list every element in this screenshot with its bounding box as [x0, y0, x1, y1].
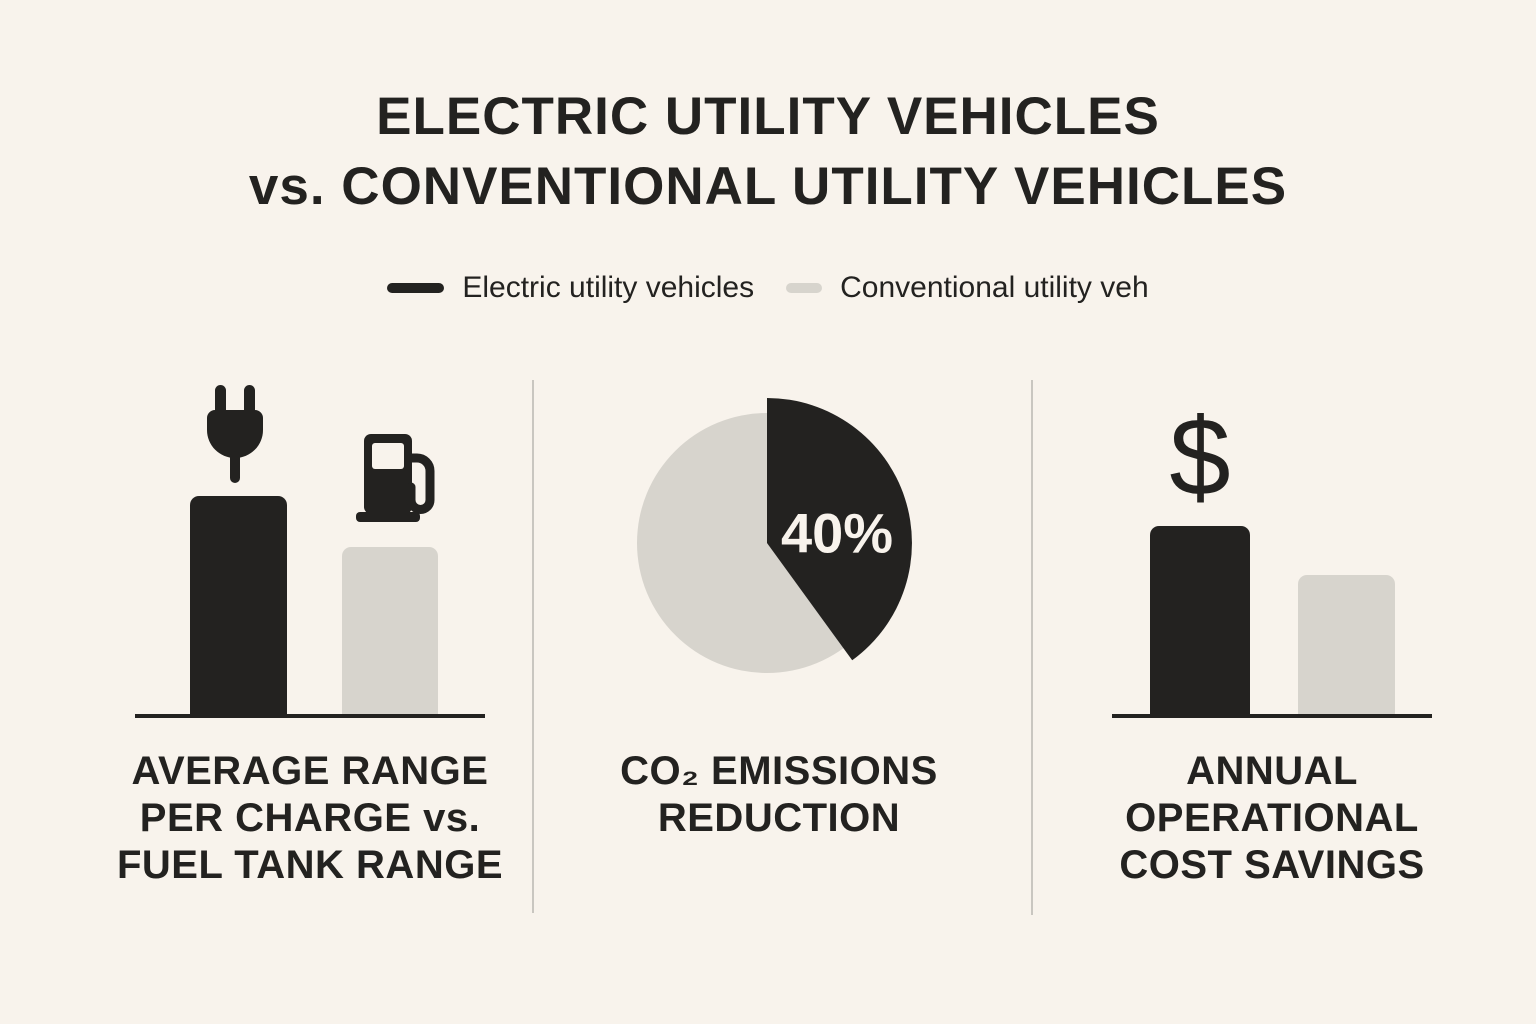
cost-caption-line-2: OPERATIONAL: [1125, 796, 1419, 840]
cost-caption-line-1: ANNUAL: [1186, 749, 1358, 793]
page-title-line-1: ELECTRIC UTILITY VEHICLES: [376, 87, 1160, 146]
legend-item-electric: Electric utility vehicles: [387, 271, 754, 305]
panel-divider-left: [532, 380, 534, 913]
co2-pie-chart: 40%: [637, 398, 912, 673]
conventional-cost-bar: [1298, 575, 1395, 716]
range-baseline: [135, 714, 485, 718]
conventional-range-bar: [342, 547, 438, 716]
dollar-icon: $: [1169, 396, 1231, 519]
co2-caption-line-1: CO₂ EMISSIONS: [620, 749, 938, 793]
cost-caption: ANNUAL OPERATIONAL COST SAVINGS: [1052, 748, 1492, 889]
range-caption-line-1: AVERAGE RANGE: [131, 749, 489, 793]
fuel-pump-icon: [356, 434, 435, 522]
range-caption-line-3: FUEL TANK RANGE: [116, 843, 503, 887]
page-title-line-2: vs. CONVENTIONAL UTILITY VEHICLES: [248, 157, 1288, 216]
legend-label-conventional: Conventional utility veh: [840, 271, 1149, 304]
legend-item-conventional: Conventional utility veh: [786, 271, 1149, 305]
cost-baseline: [1112, 714, 1432, 718]
co2-caption: CO₂ EMISSIONS REDUCTION: [559, 748, 999, 842]
electric-range-bar: [190, 496, 287, 716]
legend-label-electric: Electric utility vehicles: [462, 271, 755, 304]
legend: Electric utility vehicles Conventional u…: [0, 266, 1536, 310]
range-caption-line-2: PER CHARGE vs.: [139, 796, 481, 840]
conventional-swatch-icon: [786, 283, 823, 293]
pie-slice-electric: [767, 398, 912, 661]
panel-divider-right: [1031, 380, 1033, 915]
plug-icon: [207, 385, 263, 483]
co2-caption-line-2: REDUCTION: [657, 796, 901, 840]
cost-caption-line-3: COST SAVINGS: [1119, 843, 1425, 887]
electric-cost-bar: [1150, 526, 1250, 716]
range-caption: AVERAGE RANGE PER CHARGE vs. FUEL TANK R…: [90, 748, 530, 889]
pie-value-label: 40%: [781, 502, 893, 565]
electric-swatch-icon: [387, 283, 445, 293]
